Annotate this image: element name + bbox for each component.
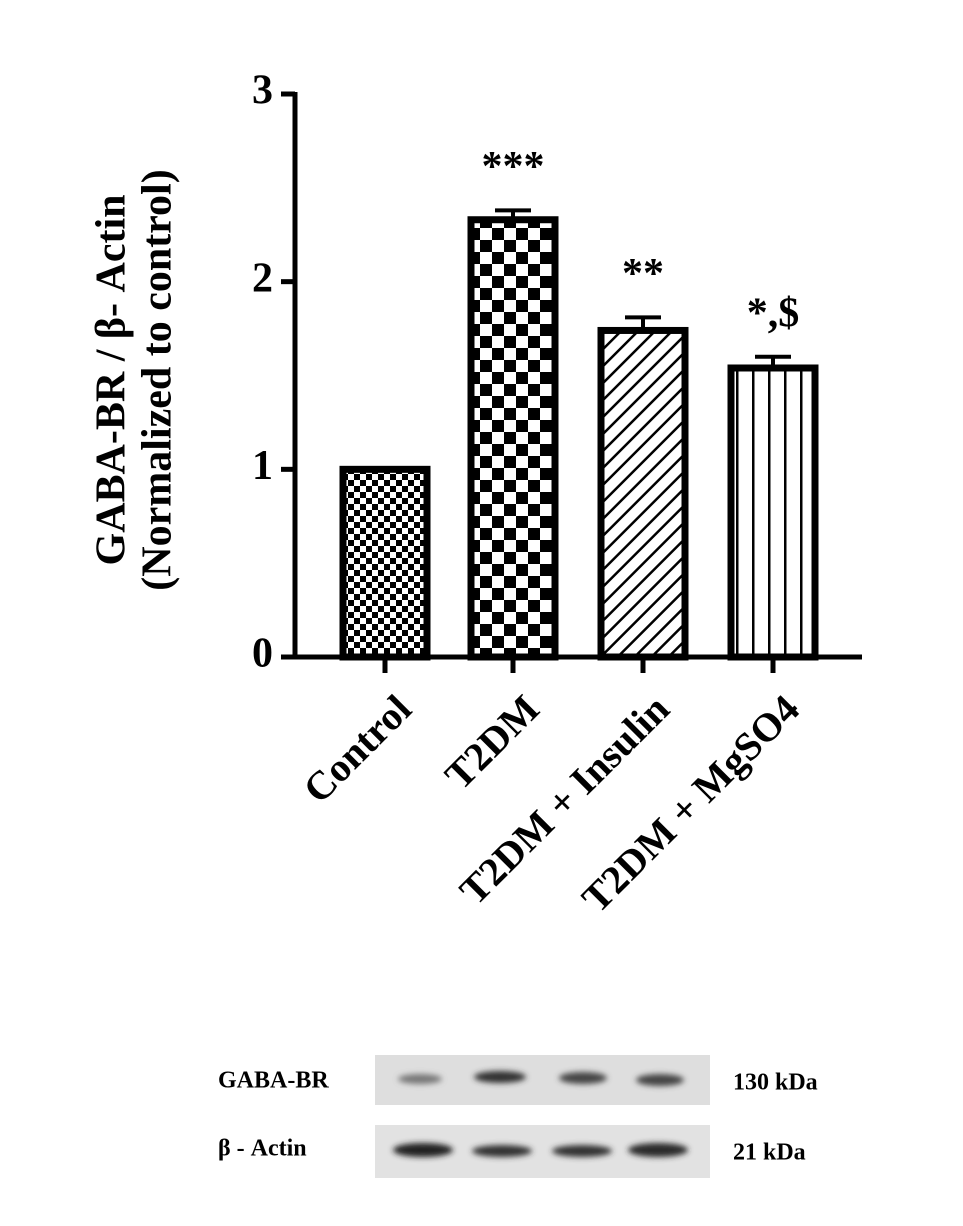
y-axis-title: GABA-BR / β- Actin (Normalized to contro… (89, 169, 181, 590)
y-tick-label: 2 (252, 255, 273, 301)
western-blot: GABA-BR β - Actin 130 kDa 21 kDa (218, 1055, 818, 1178)
blot-size: 21 kDa (733, 1140, 806, 1166)
bar (467, 216, 559, 661)
bar (727, 364, 819, 661)
y-tick-label: 3 (252, 68, 273, 114)
x-tick-label: T2DM (436, 686, 548, 798)
x-tick-label: Control (294, 686, 420, 812)
blot-bands (393, 1071, 688, 1157)
significance-label: ** (622, 251, 664, 297)
bar (597, 326, 689, 661)
y-label-line: GABA-BR / β- Actin (89, 195, 135, 566)
blot-label: GABA-BR (218, 1068, 329, 1094)
y-tick-label: 0 (252, 631, 273, 677)
x-tick-label: T2DM + MgSO4 (573, 686, 808, 921)
significance-label: *** (482, 144, 545, 190)
y-label-line: (Normalized to control) (135, 169, 181, 590)
blot-size: 130 kDa (733, 1070, 818, 1096)
y-tick-label: 1 (252, 443, 273, 489)
bar (339, 465, 431, 661)
blot-label: β - Actin (218, 1136, 307, 1162)
significance-label: *,$ (747, 290, 800, 336)
